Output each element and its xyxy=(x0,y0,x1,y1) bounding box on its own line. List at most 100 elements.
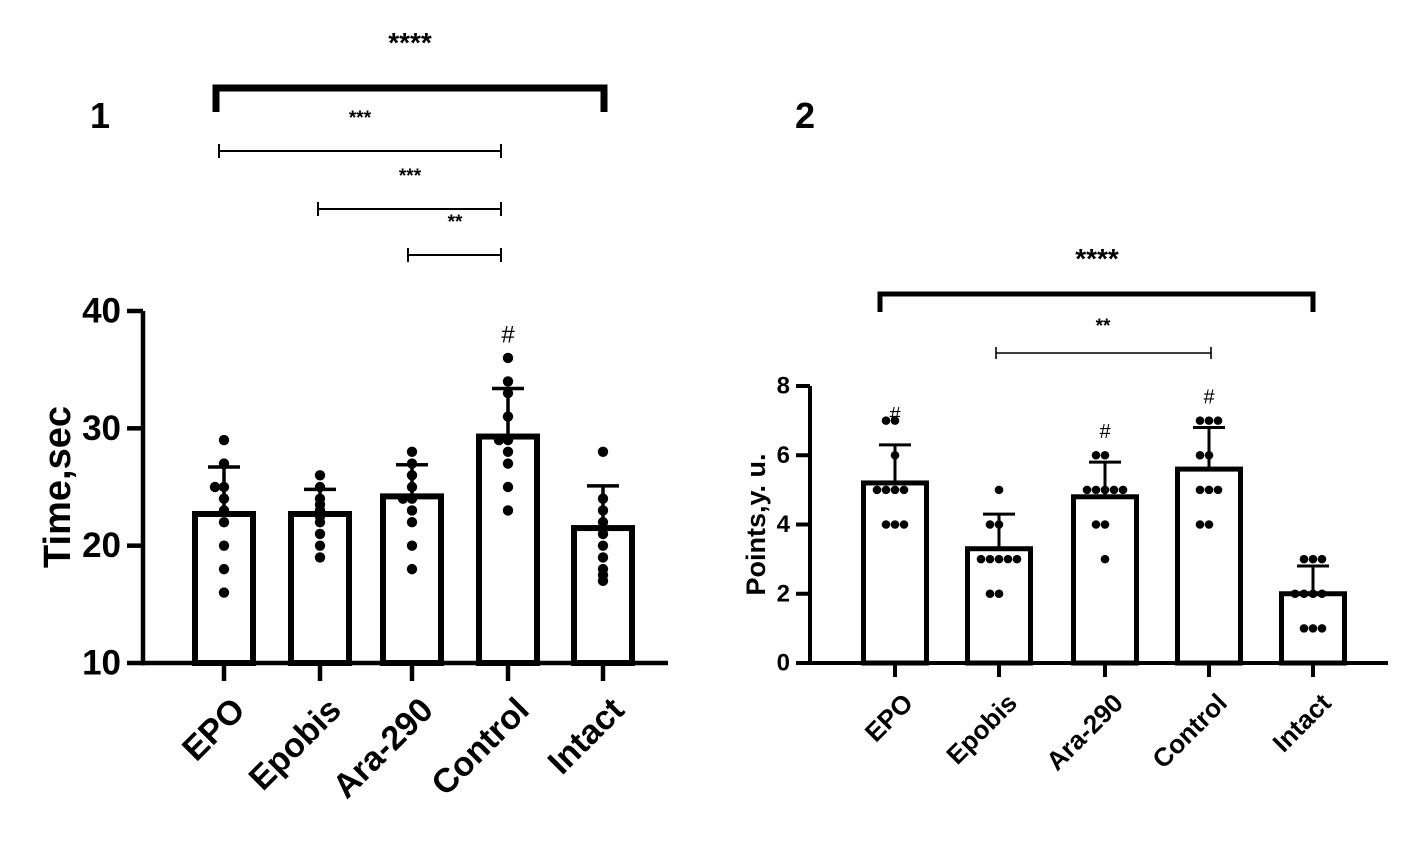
p1-ytick-label-1: 20 xyxy=(82,526,121,565)
p1-point-1-7 xyxy=(314,528,326,540)
p2-point-2-6 xyxy=(1100,520,1110,529)
p1-y-axis-label: Time,sec xyxy=(37,406,79,568)
p1-hash-marker-0: # xyxy=(501,321,515,348)
panel-2-label: 2 xyxy=(795,95,815,136)
p2-point-2-8 xyxy=(1100,554,1110,564)
p2-category-label-1: Epobis xyxy=(940,688,1022,770)
p1-point-2-4 xyxy=(406,493,418,504)
p1-point-4-4 xyxy=(597,528,609,540)
p2-ytick-label-2: 4 xyxy=(777,511,791,538)
p2-point-2-7 xyxy=(1091,520,1101,529)
p1-sig-label-3: ** xyxy=(448,212,463,233)
p2-point-2-9 xyxy=(1118,485,1128,495)
p1-point-0-0 xyxy=(218,434,230,446)
p2-point-2-4 xyxy=(1109,485,1119,495)
p2-y-axis-label: Points,y. u. xyxy=(741,453,771,595)
p2-ytick-label-4: 8 xyxy=(777,373,790,400)
p2-point-2-1 xyxy=(1091,450,1101,460)
p2-hash-marker-0: # xyxy=(889,404,901,426)
p2-hash-marker-1: # xyxy=(1099,421,1111,443)
p2-point-0-7 xyxy=(890,520,900,529)
p2-point-4-1 xyxy=(1299,554,1309,564)
p1-point-1-0 xyxy=(314,470,326,481)
p1-bar-3 xyxy=(476,433,540,666)
p2-point-0-8 xyxy=(881,520,891,529)
p2-point-1-0 xyxy=(994,485,1004,495)
p1-point-2-0 xyxy=(406,446,418,457)
p2-point-0-2 xyxy=(890,450,900,460)
p1-bar-4 xyxy=(571,525,635,666)
p2-point-2-5 xyxy=(1082,485,1092,495)
p2-point-4-3 xyxy=(1308,589,1318,599)
p2-point-3-6 xyxy=(1195,485,1205,495)
p2-bar-1 xyxy=(965,546,1033,666)
p1-point-3-5 xyxy=(493,434,505,446)
p2-ytick-label-0: 0 xyxy=(777,650,790,677)
p1-point-2-2 xyxy=(406,470,418,481)
p2-bar-0 xyxy=(861,480,929,666)
p2-point-4-7 xyxy=(1308,624,1318,633)
p1-point-1-6 xyxy=(314,517,326,528)
panel-1-label: 1 xyxy=(90,95,110,136)
p2-category-label-3: Control xyxy=(1146,688,1233,775)
p2-sig-label-0: **** xyxy=(1075,243,1119,274)
p2-category-label-4: Intact xyxy=(1267,687,1337,757)
p2-point-4-2 xyxy=(1317,554,1327,564)
p2-bar-3 xyxy=(1175,466,1243,666)
p1-point-0-8 xyxy=(218,563,230,575)
panel-2: 2 0 2 4 6 8 EPO Epobis Ara-290 Control Intact Poin… xyxy=(741,95,1388,776)
p1-point-0-5 xyxy=(218,505,230,516)
p1-point-0-6 xyxy=(218,517,230,528)
p2-point-4-4 xyxy=(1299,589,1309,599)
p2-sig-label-1: ** xyxy=(1096,316,1111,337)
p1-point-4-2 xyxy=(597,505,609,516)
p2-point-2-2 xyxy=(1100,485,1110,495)
p1-point-2-3 xyxy=(406,481,418,493)
p2-category-label-2: Ara-290 xyxy=(1040,688,1129,777)
p1-ytick-label-3: 40 xyxy=(82,292,121,331)
p2-point-2-3 xyxy=(1091,485,1101,495)
p1-point-2-6 xyxy=(406,505,418,516)
p2-point-0-9 xyxy=(899,520,909,529)
p2-point-1-6 xyxy=(976,554,986,564)
p1-point-2-8 xyxy=(406,540,418,551)
p1-point-2-5 xyxy=(397,493,409,504)
p1-sig-label-1: *** xyxy=(349,108,372,129)
p1-point-4-9 xyxy=(597,575,609,587)
p2-point-4-8 xyxy=(1299,624,1309,633)
p2-point-0-5 xyxy=(899,485,909,495)
p1-point-3-7 xyxy=(502,458,514,469)
p2-point-1-2 xyxy=(985,520,995,529)
p1-point-0-3 xyxy=(209,481,221,493)
p1-point-1-9 xyxy=(314,552,326,563)
p2-point-0-4 xyxy=(881,485,891,495)
p2-point-3-3 xyxy=(1204,450,1214,460)
p2-sig-bracket-0 xyxy=(877,291,1316,312)
p2-point-3-5 xyxy=(1204,485,1214,495)
p2-point-0-6 xyxy=(872,485,882,495)
p2-point-3-8 xyxy=(1204,520,1214,529)
p1-ytick-label-2: 30 xyxy=(82,409,121,448)
p2-point-3-2 xyxy=(1213,416,1223,425)
p1-sig-label-0: **** xyxy=(388,27,432,58)
p1-point-4-3 xyxy=(597,517,609,528)
p2-point-1-9 xyxy=(1012,554,1022,564)
p2-point-4-5 xyxy=(1317,589,1327,599)
p1-point-0-9 xyxy=(218,587,230,598)
p1-point-2-7 xyxy=(406,517,418,528)
p2-ytick-label-3: 6 xyxy=(777,442,790,469)
p2-point-1-1 xyxy=(994,520,1004,529)
p1-point-3-8 xyxy=(502,481,514,493)
p2-point-1-4 xyxy=(985,554,995,564)
p2-point-0-0 xyxy=(890,416,900,425)
p2-point-2-0 xyxy=(1100,450,1110,460)
p2-hash-marker-2: # xyxy=(1203,387,1215,409)
p1-point-3-1 xyxy=(502,376,514,387)
p2-point-3-0 xyxy=(1204,416,1214,425)
p1-point-3-9 xyxy=(502,505,514,516)
p2-point-4-9 xyxy=(1317,624,1327,633)
p1-category-label-0: EPO xyxy=(175,691,253,769)
p1-point-2-1 xyxy=(406,458,418,469)
